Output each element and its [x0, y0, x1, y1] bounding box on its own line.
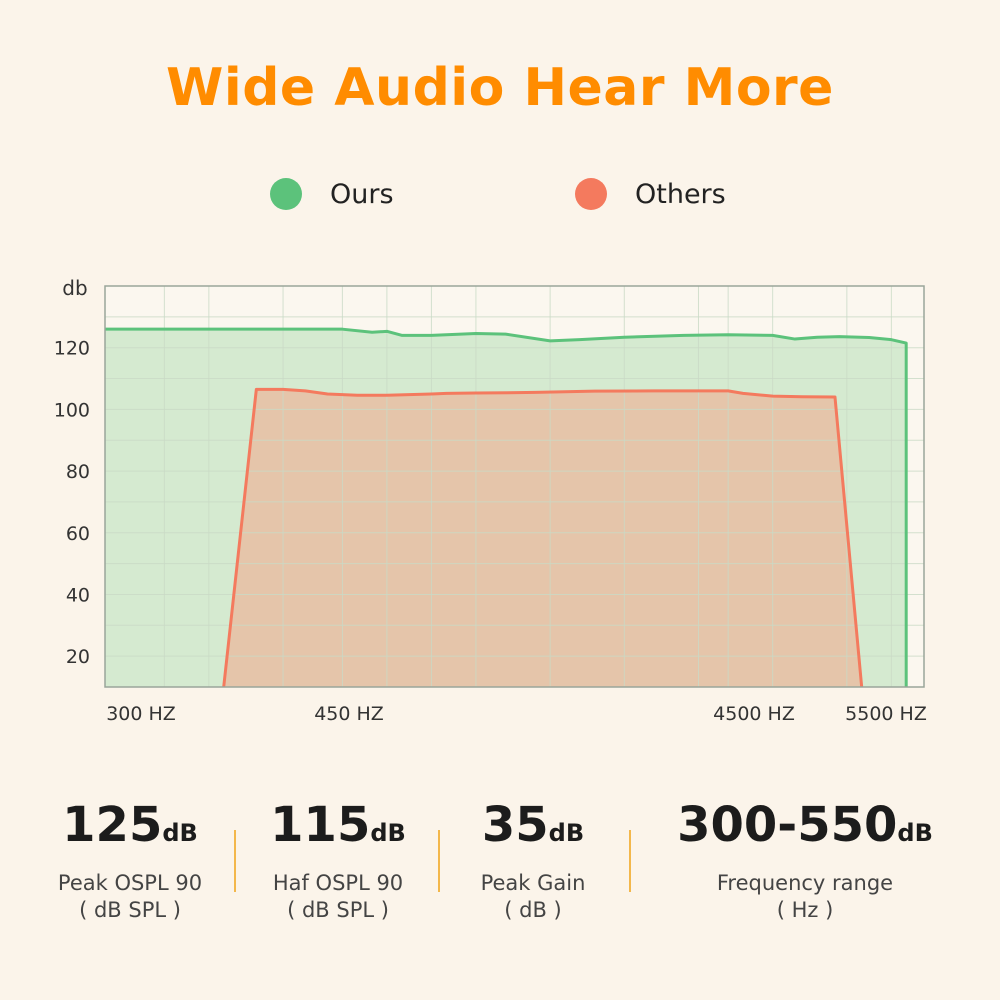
legend-marker-ours [270, 178, 302, 210]
legend-label-ours: Ours [330, 178, 394, 210]
x-tick-label: 5500 HZ [845, 703, 927, 725]
stat-sublabel: ( dB ) [504, 898, 562, 922]
stat-unit: dB [548, 819, 585, 847]
series-line-ours [105, 327, 908, 687]
y-tick-label: 40 [66, 584, 90, 606]
x-tick-label: 450 HZ [314, 703, 384, 725]
stat-label: Peak Gain [480, 871, 586, 895]
stat-unit: dB [162, 819, 198, 847]
legend-marker-others [575, 178, 607, 210]
stat-unit: dB [897, 819, 933, 847]
stat-sublabel: ( Hz ) [776, 898, 834, 922]
legend-item-others: Others [575, 172, 726, 216]
series-line-others [222, 387, 864, 688]
y-tick-label: 120 [54, 338, 90, 360]
stat-value: 125 [62, 797, 163, 853]
stat-divider [629, 830, 631, 892]
area-fill-others [223, 389, 862, 687]
stat-frequency-range: 300-550dB Frequency range ( Hz ) [650, 790, 960, 924]
y-tick-label: 80 [66, 461, 90, 483]
y-tick-label: 20 [66, 646, 90, 668]
stats-row: 125dB Peak OSPL 90 ( dB SPL ) 115dB Haf … [0, 790, 1000, 930]
y-tick-label: 100 [54, 399, 90, 421]
stat-label: Peak OSPL 90 [57, 871, 203, 895]
stat-value: 35 [481, 797, 549, 853]
stat-sublabel: ( dB SPL ) [79, 898, 181, 922]
stat-label: Frequency range [716, 871, 894, 895]
stat-value: 115 [270, 797, 371, 853]
page-title: Wide Audio Hear More [166, 58, 834, 118]
x-tick-label: 4500 HZ [713, 703, 795, 725]
legend-item-ours: Ours [270, 172, 394, 216]
plot-frame [104, 285, 925, 688]
stat-divider [234, 830, 236, 892]
legend-label-others: Others [635, 178, 726, 210]
stat-peak-ospl: 125dB Peak OSPL 90 ( dB SPL ) [30, 790, 230, 924]
stat-sublabel: ( dB SPL ) [287, 898, 389, 922]
stat-label: Haf OSPL 90 [272, 871, 404, 895]
frequency-response-chart: db 20 40 60 80 100 120 300 HZ 450 HZ 4500 HZ 5500 … [54, 276, 927, 725]
stat-peak-gain: 35dB Peak Gain ( dB ) [433, 790, 633, 924]
x-tick-label: 300 HZ [106, 703, 176, 725]
chart-legend: Ours Others [0, 172, 1000, 216]
stat-haf-ospl: 115dB Haf OSPL 90 ( dB SPL ) [238, 790, 438, 924]
stat-divider [438, 830, 440, 892]
y-tick-label: 60 [66, 523, 90, 545]
y-axis-label: db [62, 276, 87, 300]
stat-unit: dB [370, 819, 406, 847]
stat-value: 300-550 [677, 797, 898, 853]
